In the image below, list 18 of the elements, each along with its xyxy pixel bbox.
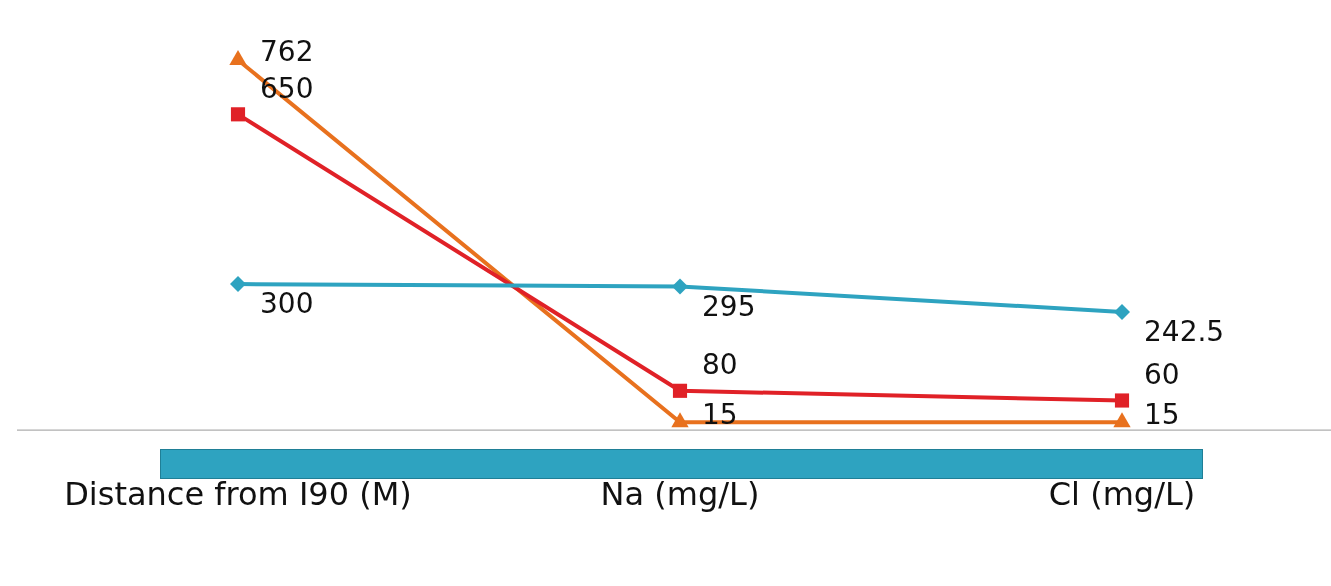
point: [230, 276, 246, 293]
point: [1114, 393, 1130, 408]
data-label: 15: [1144, 397, 1180, 431]
data-label: 60: [1144, 357, 1180, 391]
point: [230, 107, 246, 122]
data-label: 300: [260, 287, 314, 321]
point: [672, 278, 688, 295]
point: [672, 383, 688, 398]
point: [1114, 303, 1130, 320]
data-label: 242.5: [1144, 315, 1225, 349]
point: [1113, 412, 1131, 428]
point: [671, 412, 689, 428]
x-tick-label: Cl (mg/L): [1048, 475, 1196, 514]
data-label: 80: [702, 348, 738, 382]
data-label: 762: [260, 35, 314, 69]
x-tick-label: Distance from I90 (M): [64, 475, 412, 514]
x-tick-label: Na (mg/L): [600, 475, 760, 514]
data-label: 295: [702, 289, 756, 323]
